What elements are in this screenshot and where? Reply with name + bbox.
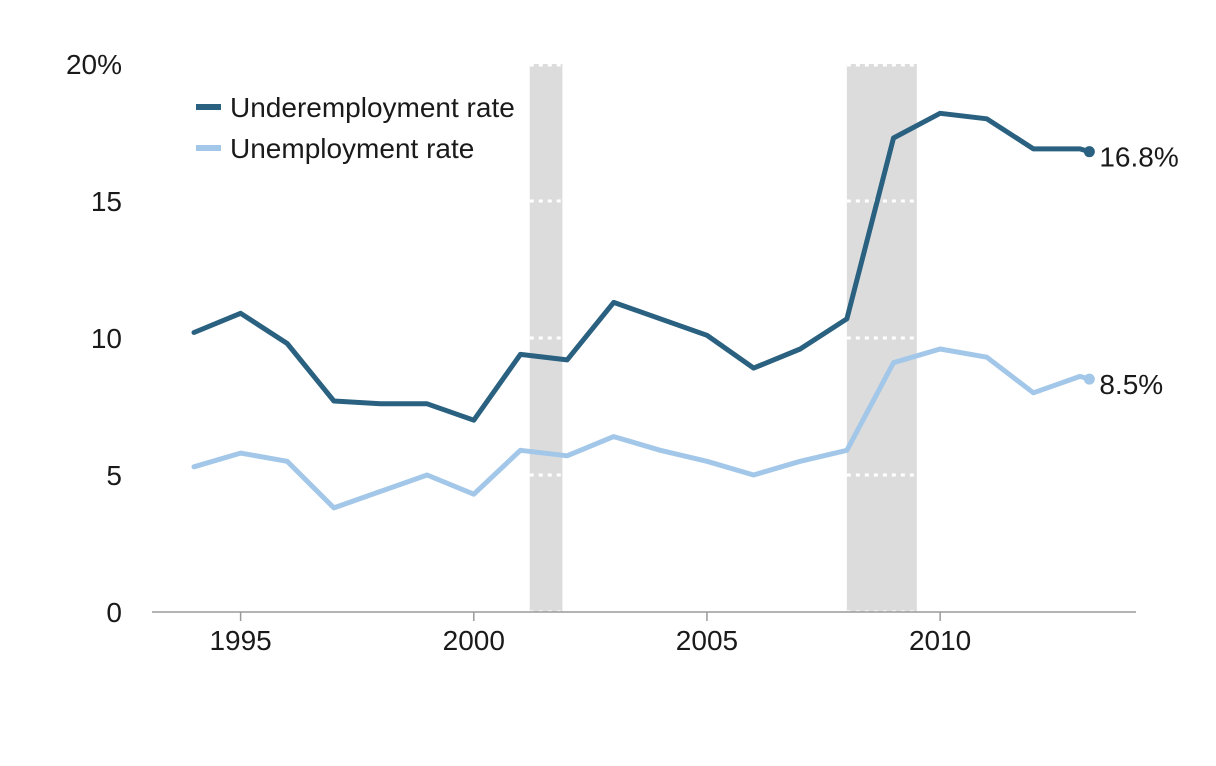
y-tick-label: 0 — [106, 597, 122, 628]
x-tick-label: 2005 — [676, 625, 738, 656]
legend-label: Underemployment rate — [230, 92, 515, 123]
legend-label: Unemployment rate — [230, 133, 474, 164]
y-tick-label: 5 — [106, 460, 122, 491]
y-tick-label: 20% — [66, 49, 122, 80]
series-lines: 16.8% 8.5% — [191, 110, 1179, 511]
x-tick-label: 1995 — [209, 625, 271, 656]
x-tick-label: 2000 — [443, 625, 505, 656]
series-end-label: 16.8% — [1099, 142, 1178, 173]
x-tick-label: 2010 — [909, 625, 971, 656]
axes: 1995 2000 2005 2010 0 5 10 15 20% — [66, 49, 1136, 656]
series-line-underemployment — [191, 110, 1092, 423]
legend: Underemployment rate Unemployment rate — [196, 92, 515, 164]
series-end-label: 8.5% — [1099, 369, 1163, 400]
y-tick-label: 15 — [91, 186, 122, 217]
series-end-point — [1083, 373, 1095, 385]
y-tick-label: 10 — [91, 323, 122, 354]
series-end-point — [1083, 146, 1095, 158]
recession-bands — [529, 64, 917, 612]
series-line-unemployment — [191, 346, 1092, 511]
